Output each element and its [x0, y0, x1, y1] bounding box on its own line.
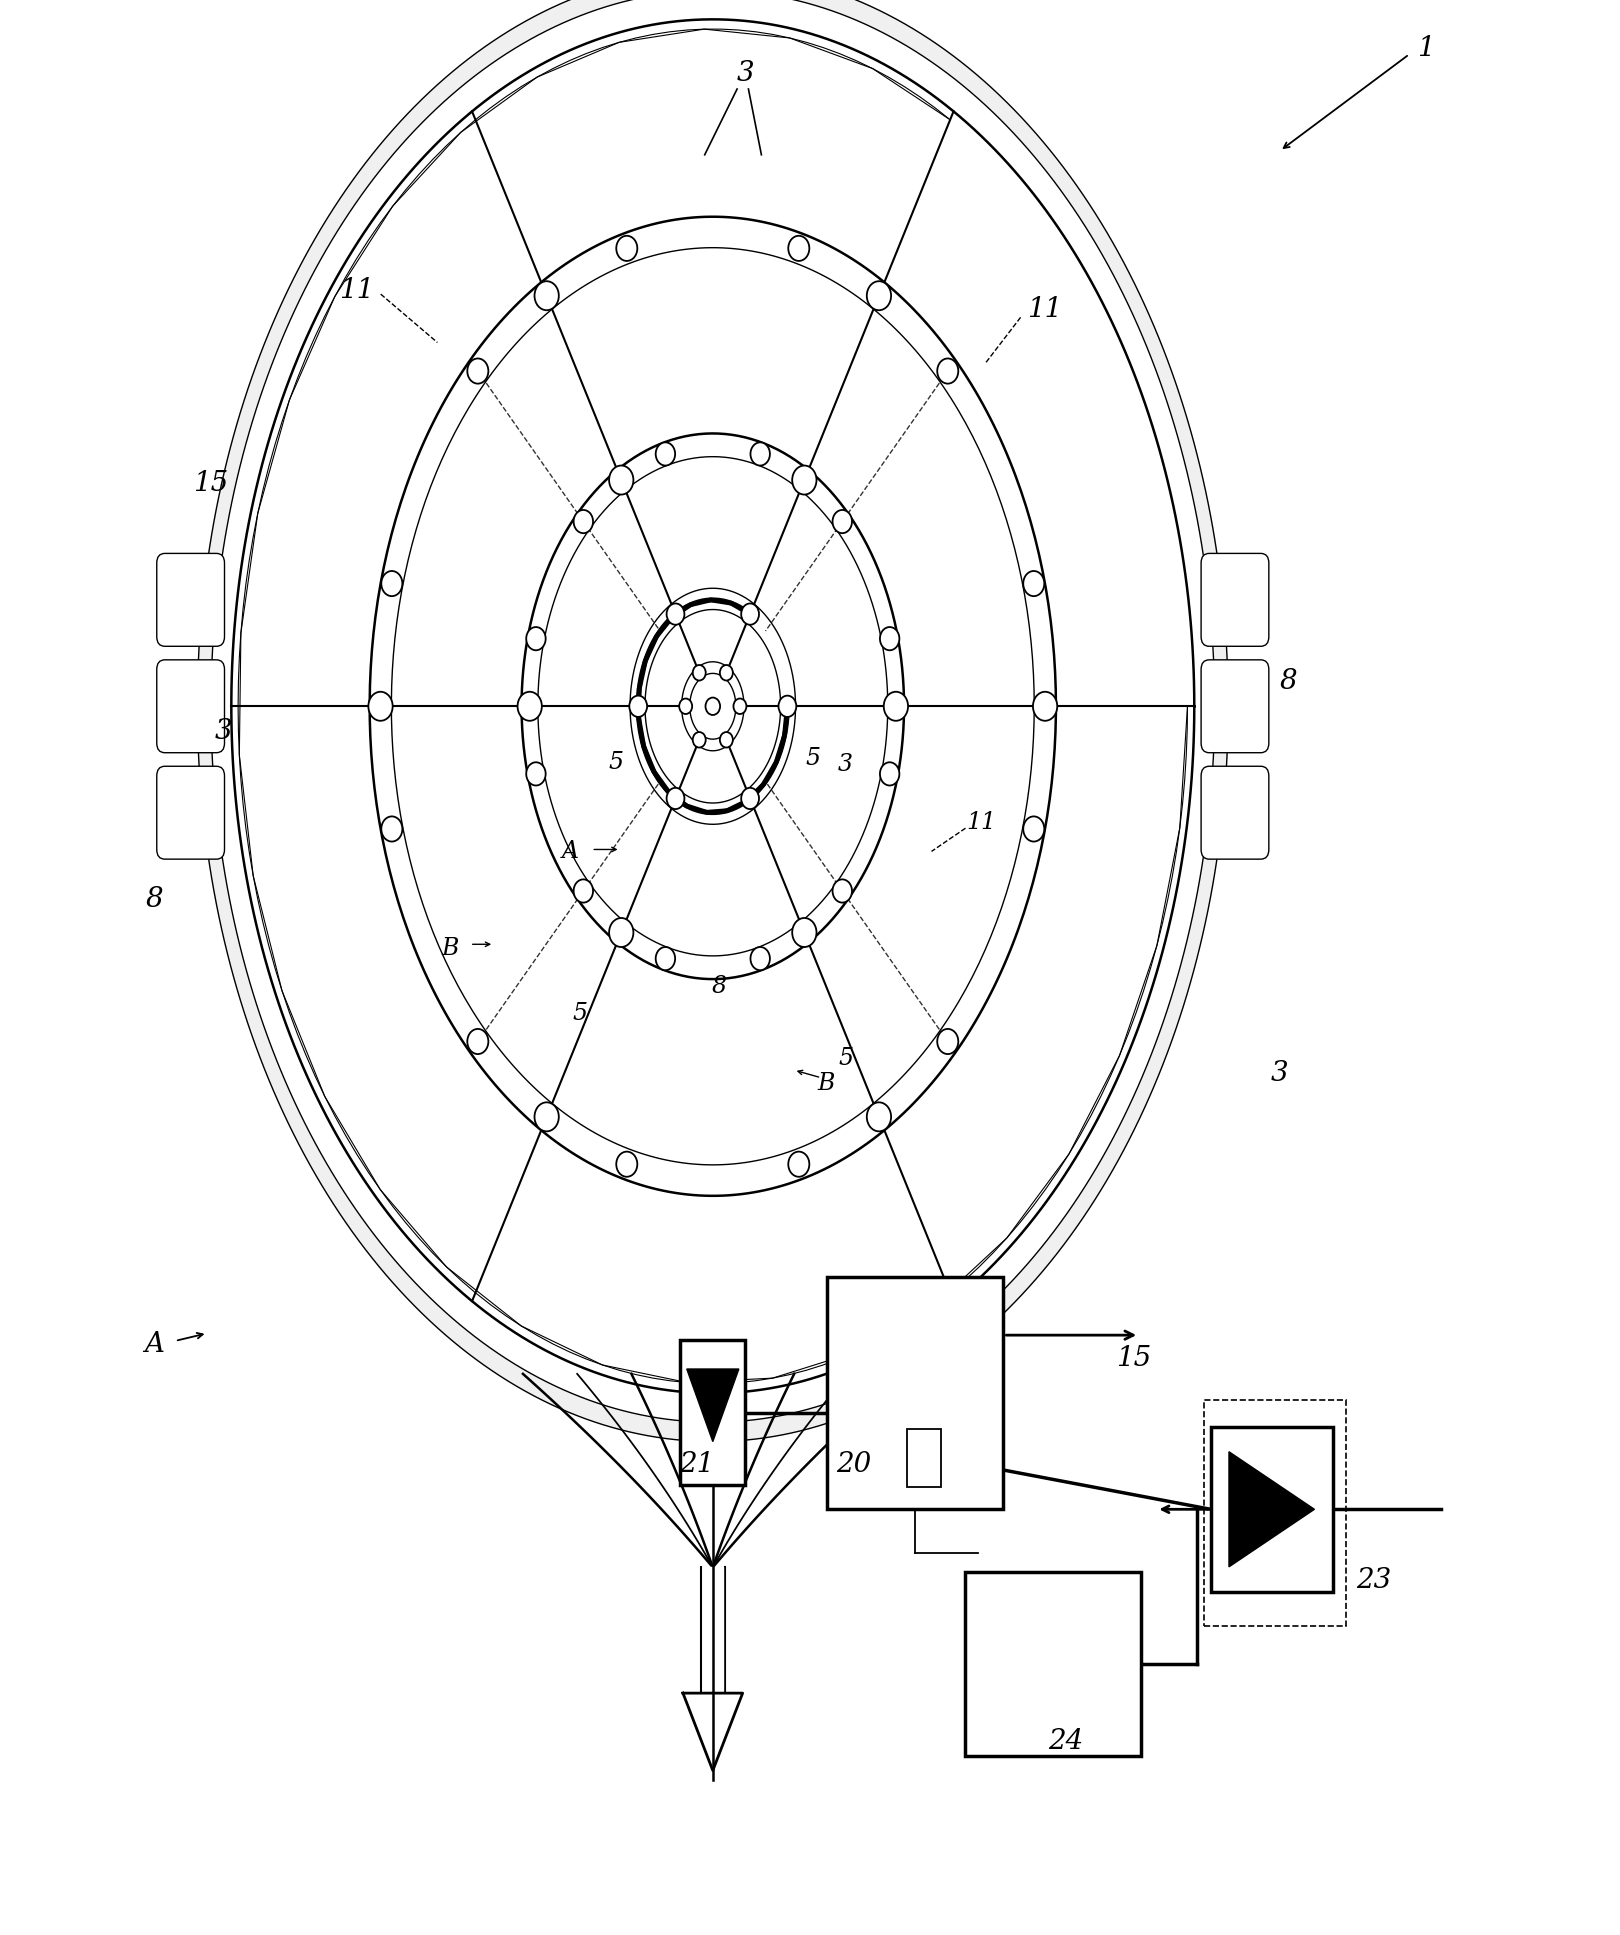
FancyBboxPatch shape: [157, 660, 225, 753]
Circle shape: [616, 1151, 637, 1176]
Circle shape: [609, 466, 633, 495]
Bar: [828, 1277, 1003, 1509]
Circle shape: [666, 604, 684, 625]
Circle shape: [938, 358, 959, 383]
Circle shape: [792, 466, 816, 495]
Circle shape: [629, 695, 646, 716]
Circle shape: [779, 695, 797, 716]
Circle shape: [719, 731, 732, 747]
Text: 5: 5: [608, 751, 624, 774]
Text: 21: 21: [679, 1451, 714, 1478]
Text: 8: 8: [711, 975, 727, 998]
Polygon shape: [703, 1567, 723, 1693]
Circle shape: [573, 878, 593, 902]
Circle shape: [381, 817, 402, 842]
FancyBboxPatch shape: [1200, 766, 1268, 859]
Polygon shape: [1230, 1451, 1314, 1567]
Bar: [1204, 1399, 1346, 1625]
Circle shape: [1024, 817, 1045, 842]
Circle shape: [368, 691, 392, 722]
Circle shape: [679, 699, 692, 714]
Circle shape: [742, 788, 760, 809]
Polygon shape: [684, 1693, 742, 1771]
FancyBboxPatch shape: [157, 553, 225, 646]
Circle shape: [938, 1029, 959, 1055]
Circle shape: [526, 762, 546, 786]
Circle shape: [535, 281, 559, 310]
Circle shape: [467, 1029, 488, 1055]
Text: 3: 3: [838, 753, 854, 776]
Circle shape: [833, 511, 852, 534]
Circle shape: [609, 917, 633, 946]
Text: 8: 8: [146, 886, 162, 913]
Text: 3: 3: [737, 60, 753, 87]
Circle shape: [693, 666, 706, 681]
Text: 3: 3: [215, 718, 232, 745]
Circle shape: [1024, 571, 1045, 596]
Circle shape: [880, 762, 899, 786]
Circle shape: [833, 878, 852, 902]
Text: 3: 3: [1272, 1060, 1288, 1087]
Circle shape: [880, 627, 899, 650]
Circle shape: [734, 699, 747, 714]
Circle shape: [750, 443, 770, 466]
Text: 11: 11: [339, 277, 374, 304]
FancyBboxPatch shape: [157, 766, 225, 859]
Circle shape: [656, 443, 676, 466]
Bar: [1210, 1428, 1333, 1591]
Circle shape: [867, 1103, 891, 1132]
Circle shape: [789, 1151, 810, 1176]
Circle shape: [719, 666, 732, 681]
Circle shape: [526, 627, 546, 650]
Circle shape: [867, 281, 891, 310]
Text: B: B: [818, 1072, 834, 1095]
Text: 5: 5: [838, 1047, 854, 1070]
Circle shape: [573, 511, 593, 534]
Polygon shape: [369, 217, 1056, 1196]
Polygon shape: [198, 0, 1228, 1442]
Circle shape: [517, 691, 541, 722]
Circle shape: [792, 917, 816, 946]
Text: 23: 23: [1356, 1567, 1392, 1594]
Circle shape: [706, 699, 719, 714]
Circle shape: [467, 358, 488, 383]
Circle shape: [381, 571, 402, 596]
Circle shape: [750, 946, 770, 969]
Circle shape: [616, 236, 637, 261]
Circle shape: [1034, 691, 1058, 722]
Text: 15: 15: [193, 470, 228, 497]
Text: 20: 20: [836, 1451, 872, 1478]
Bar: [680, 1339, 745, 1486]
Polygon shape: [392, 248, 1034, 1165]
Text: 11: 11: [967, 811, 996, 834]
Text: 11: 11: [1027, 296, 1063, 323]
Polygon shape: [211, 0, 1215, 1422]
Text: 8: 8: [1280, 668, 1296, 695]
Bar: [907, 1430, 941, 1488]
Circle shape: [693, 731, 706, 747]
Polygon shape: [232, 19, 1194, 1393]
Circle shape: [885, 691, 909, 722]
Circle shape: [789, 236, 810, 261]
Text: 1: 1: [1418, 35, 1434, 62]
Circle shape: [666, 788, 684, 809]
Text: A: A: [144, 1331, 164, 1358]
Circle shape: [656, 946, 676, 969]
Text: 5: 5: [572, 1002, 588, 1026]
FancyBboxPatch shape: [1200, 553, 1268, 646]
Polygon shape: [538, 457, 888, 956]
Bar: [966, 1571, 1140, 1757]
Text: 5: 5: [805, 747, 821, 770]
Text: B: B: [442, 937, 458, 960]
Text: A: A: [562, 840, 578, 863]
Circle shape: [742, 604, 760, 625]
Polygon shape: [687, 1368, 739, 1442]
Text: 15: 15: [1116, 1345, 1152, 1372]
FancyBboxPatch shape: [1200, 660, 1268, 753]
Polygon shape: [522, 433, 904, 979]
Circle shape: [535, 1103, 559, 1132]
Text: 24: 24: [1048, 1728, 1084, 1755]
